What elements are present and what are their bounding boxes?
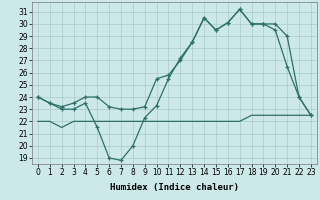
X-axis label: Humidex (Indice chaleur): Humidex (Indice chaleur) xyxy=(110,183,239,192)
